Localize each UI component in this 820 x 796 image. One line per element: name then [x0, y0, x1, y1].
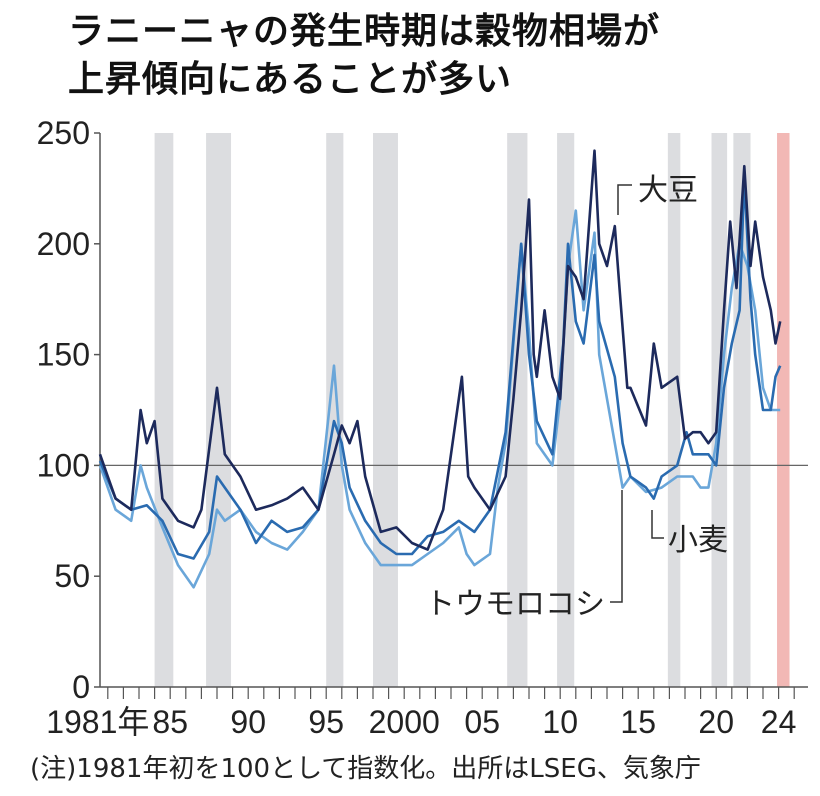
x-tick-label: 95 — [308, 704, 344, 740]
series-label-wheat: 小麦 — [668, 523, 728, 558]
y-tick-label: 250 — [37, 115, 90, 151]
x-tick-label: 2000 — [369, 704, 440, 740]
la-nina-period-band — [667, 133, 681, 687]
y-tick-label: 50 — [54, 558, 90, 594]
la-nina-period-band — [154, 133, 174, 687]
x-tick-label: 90 — [230, 704, 266, 740]
chart-title-line-1: ラニーニャの発生時期は穀物相場が — [68, 11, 661, 52]
series-label-soybean: 大豆 — [638, 173, 698, 208]
la-nina-period-band — [326, 133, 344, 687]
series-label-leader — [651, 510, 664, 539]
series-line-soybean — [98, 149, 782, 551]
x-tick-label: 1981年 — [46, 704, 149, 740]
x-tick-label: 10 — [542, 704, 578, 740]
x-tick-label: 05 — [464, 704, 500, 740]
x-tick-label: 85 — [152, 704, 188, 740]
y-tick-label: 150 — [37, 337, 90, 373]
y-tick-label: 200 — [37, 226, 90, 262]
y-tick-label: 0 — [72, 669, 90, 705]
chart-note: (注)1981年初を100として指数化。出所はLSEG、気象庁 — [30, 754, 701, 784]
y-tick-label: 100 — [37, 447, 90, 483]
series-line-wheat — [98, 176, 782, 560]
x-tick-label: 20 — [698, 704, 734, 740]
series-label-leader — [617, 184, 632, 215]
series-label-leader — [610, 490, 623, 603]
x-tick-label: 24 — [761, 704, 797, 740]
series-label-corn: トウモロコシ — [425, 587, 605, 622]
chart-title-line-2: 上昇傾向にあることが多い — [68, 59, 513, 100]
x-tick-label: 15 — [620, 704, 656, 740]
series-line-corn — [98, 209, 781, 589]
la-nina-period-band — [373, 133, 398, 687]
current-la-nina-band — [777, 133, 790, 687]
